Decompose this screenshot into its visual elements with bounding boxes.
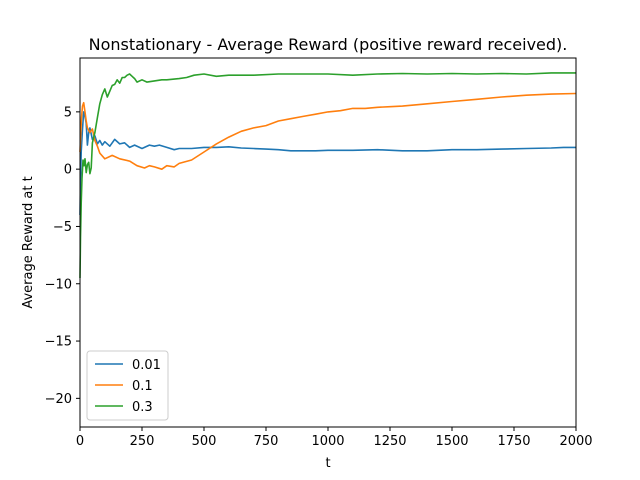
x-tick-label: 1000 — [311, 434, 344, 449]
x-axis-label: t — [325, 456, 330, 471]
y-axis: −20 −15 −10 −5 0 5 — [45, 105, 80, 407]
legend-label-0: 0.01 — [132, 358, 161, 373]
x-tick-label: 750 — [254, 434, 279, 449]
y-tick-label: 0 — [64, 163, 72, 178]
x-tick-label: 1750 — [497, 434, 530, 449]
y-tick-label: −10 — [45, 277, 72, 292]
x-tick-label: 0 — [76, 434, 84, 449]
series-layer — [79, 72, 577, 279]
legend: 0.01 0.1 0.3 — [86, 350, 169, 421]
series-line-0 — [79, 111, 576, 216]
series-line-1 — [79, 92, 577, 170]
x-axis: 0 250 500 750 1000 1250 1500 1750 2000 — [76, 427, 593, 449]
series-line-2 — [79, 72, 576, 279]
y-tick-label: −15 — [45, 335, 72, 350]
chart-title: Nonstationary - Average Reward (positive… — [89, 35, 568, 54]
y-tick-label: 5 — [64, 105, 72, 120]
y-tick-label: −5 — [53, 220, 72, 235]
y-tick-label: −20 — [45, 392, 72, 407]
x-tick-label: 250 — [130, 434, 155, 449]
legend-box — [86, 350, 169, 421]
x-tick-label: 2000 — [559, 434, 592, 449]
y-axis-label: Average Reward at t — [21, 176, 36, 308]
x-tick-label: 500 — [192, 434, 217, 449]
x-tick-label: 1250 — [373, 434, 406, 449]
legend-label-2: 0.3 — [132, 400, 153, 415]
x-tick-label: 1500 — [435, 434, 468, 449]
legend-label-1: 0.1 — [132, 379, 153, 394]
